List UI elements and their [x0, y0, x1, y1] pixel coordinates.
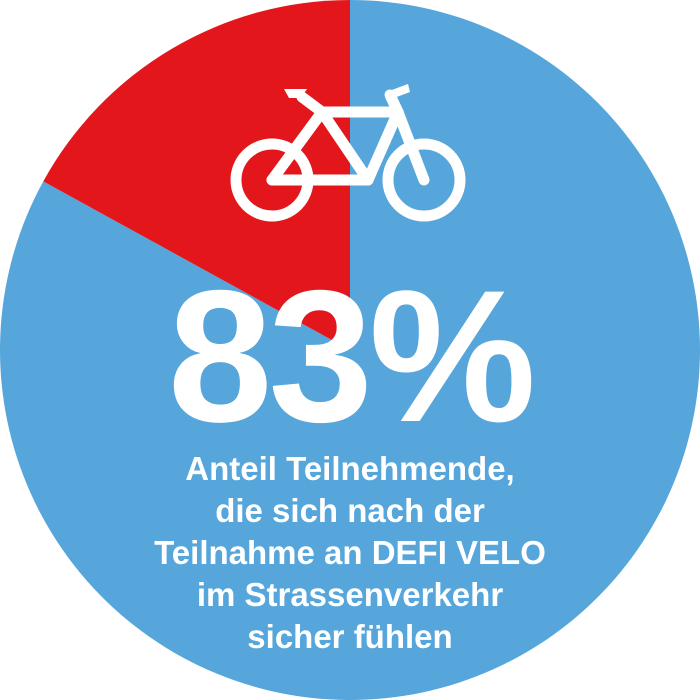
- chart-caption: Anteil Teilnehmende, die sich nach der T…: [120, 448, 580, 658]
- caption-line: die sich nach der: [215, 492, 485, 529]
- bicycle-saddle-and-handle: [284, 84, 410, 98]
- headline-percentage: 83%: [167, 251, 536, 461]
- bicycle-icon: [230, 89, 466, 222]
- caption-line: im Strassenverkehr: [196, 576, 504, 613]
- pie-slice-1: [43, 0, 350, 350]
- caption-line: Anteil Teilnehmende,: [185, 450, 515, 487]
- caption-line: Teilnahme an DEFI VELO: [154, 534, 546, 571]
- caption-line: sicher fühlen: [247, 618, 453, 655]
